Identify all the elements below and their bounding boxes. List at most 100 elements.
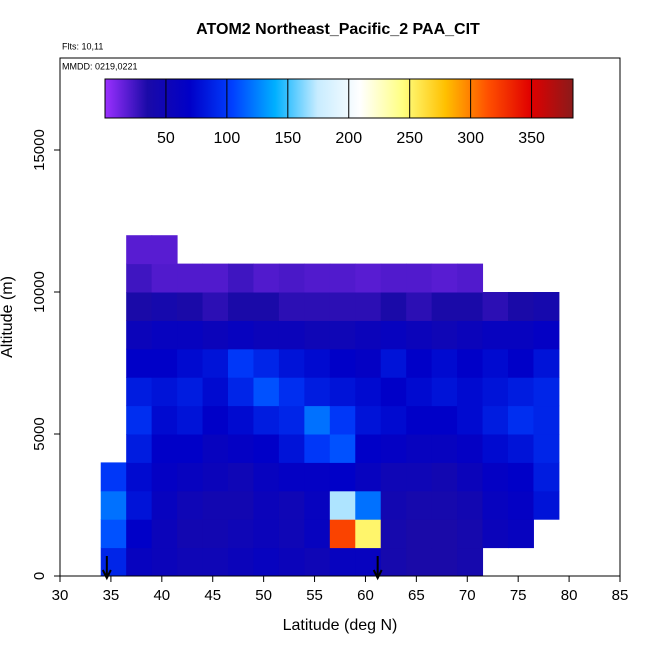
heat-cell [253, 320, 280, 350]
heat-cell [253, 263, 280, 293]
heat-cell [126, 320, 153, 350]
y-tick-label: 10000 [31, 271, 48, 313]
heat-cell [151, 348, 178, 378]
heat-cell [431, 462, 458, 492]
heat-cell [100, 519, 127, 549]
heat-cell [380, 462, 407, 492]
y-tick-label: 15000 [31, 129, 48, 171]
heat-cell [380, 405, 407, 435]
y-tick-label: 5000 [31, 417, 48, 450]
heat-cell [380, 490, 407, 520]
heat-cell [431, 547, 458, 577]
heat-cell [202, 320, 229, 350]
arrow [372, 556, 383, 581]
x-axis-label: Latitude (deg N) [283, 617, 398, 634]
heat-cell [278, 547, 305, 577]
x-tick-label: 80 [561, 587, 578, 604]
heat-cell [533, 434, 560, 463]
colorbar-tick-label: 50 [157, 130, 175, 147]
heat-cell [355, 348, 382, 378]
heat-cell [304, 434, 331, 463]
heat-cell [482, 377, 509, 407]
heat-cell [177, 292, 204, 321]
heat-cell [151, 320, 178, 350]
x-tick-label: 40 [153, 587, 170, 604]
x-tick-label: 30 [52, 587, 69, 604]
heat-cell [329, 377, 356, 407]
heat-cell [177, 434, 204, 463]
heat-cell [278, 348, 305, 378]
x-tick-label: 60 [357, 587, 374, 604]
heat-cell [151, 292, 178, 321]
heat-cell [457, 462, 484, 492]
heat-cell [457, 292, 484, 321]
heat-cell [431, 292, 458, 321]
heat-cell [202, 434, 229, 463]
heat-cell [329, 405, 356, 435]
heat-cell [355, 320, 382, 350]
heat-cell [126, 490, 153, 520]
heat-cell [126, 519, 153, 549]
heat-cell [151, 377, 178, 407]
heat-cell [406, 547, 433, 577]
heat-cell [126, 405, 153, 435]
plot-frame [59, 57, 621, 577]
x-tick-label: 85 [612, 587, 629, 604]
heat-cell [457, 348, 484, 378]
heat-cell [253, 547, 280, 577]
heat-cell [431, 490, 458, 520]
heat-cell [482, 462, 509, 492]
heat-cell [278, 292, 305, 321]
heat-cell [278, 434, 305, 463]
heat-cell [329, 462, 356, 492]
heat-cell [431, 434, 458, 463]
heat-cell [482, 320, 509, 350]
y-tick-label: 0 [31, 572, 48, 580]
heat-cell [508, 462, 534, 492]
heat-cell [202, 263, 229, 293]
heat-cell [355, 490, 382, 520]
heat-cell [202, 405, 229, 435]
heat-cell [253, 462, 280, 492]
heat-cell [508, 434, 534, 463]
heat-cell [406, 292, 433, 321]
heat-cell [380, 348, 407, 378]
heat-cell [380, 320, 407, 350]
heat-cell [329, 320, 356, 350]
heat-cell [202, 547, 229, 577]
heat-cell [304, 377, 331, 407]
heat-cell [329, 292, 356, 321]
heat-cell [177, 320, 204, 350]
heat-cell [431, 320, 458, 350]
heat-cell [253, 519, 280, 549]
heat-cell [380, 547, 407, 577]
heat-cell [228, 263, 254, 293]
heat-cell [177, 263, 204, 293]
heat-cell [151, 405, 178, 435]
heat-cell [278, 320, 305, 350]
heat-cell [355, 519, 382, 549]
heat-cell [329, 547, 356, 577]
heat-cell [202, 348, 229, 378]
heat-cell [329, 490, 356, 520]
x-tick-label: 65 [408, 587, 425, 604]
x-tick-label: 70 [459, 587, 476, 604]
heat-cell [482, 292, 509, 321]
heat-cell [253, 348, 280, 378]
heat-cell [278, 263, 305, 293]
heat-cell [126, 263, 153, 293]
heat-cell [253, 292, 280, 321]
colorbar-tick-label: 250 [396, 130, 423, 147]
colorbar-tick-label: 300 [457, 130, 484, 147]
heat-cell [126, 462, 153, 492]
heat-cell [533, 490, 560, 520]
heat-cell [457, 377, 484, 407]
heat-cell [457, 320, 484, 350]
heat-cell [228, 405, 254, 435]
y-axis-label: Altitude (m) [0, 276, 16, 358]
heat-cell [228, 320, 254, 350]
heat-cell [177, 490, 204, 520]
heat-cell [126, 434, 153, 463]
heat-cell [202, 292, 229, 321]
